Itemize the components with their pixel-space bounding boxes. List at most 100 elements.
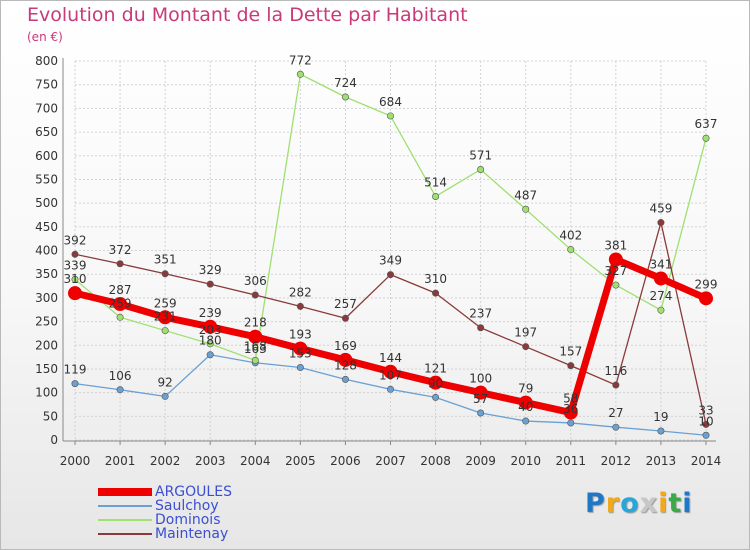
data-point-argoules — [68, 286, 82, 301]
data-label-argoules: 341 — [649, 257, 672, 271]
data-point-maintenay — [71, 250, 79, 258]
x-tick-label: 2003 — [195, 454, 226, 468]
y-tick-label: 50 — [43, 409, 58, 423]
data-label-saulchoy: 163 — [244, 342, 267, 356]
data-point-dominois — [522, 205, 530, 213]
logo-letter: i — [682, 488, 693, 519]
data-label-dominois: 339 — [64, 258, 87, 272]
data-point-dominois — [477, 165, 485, 173]
logo-letter: i — [658, 488, 669, 519]
data-point-maintenay — [206, 280, 214, 288]
y-tick-label: 200 — [35, 338, 58, 352]
y-tick-label: 500 — [35, 196, 58, 210]
y-tick-label: 650 — [35, 125, 58, 139]
data-label-argoules: 79 — [518, 382, 533, 396]
data-label-dominois: 724 — [334, 76, 357, 90]
data-point-dominois — [296, 70, 304, 78]
data-point-dominois — [432, 192, 440, 200]
data-point-argoules — [383, 364, 398, 379]
data-label-saulchoy: 19 — [653, 410, 668, 424]
data-point-saulchoy — [657, 427, 665, 435]
y-tick-label: 350 — [35, 267, 58, 281]
data-label-dominois: 571 — [469, 148, 492, 162]
y-tick-label: 250 — [35, 315, 58, 329]
data-point-saulchoy — [702, 431, 710, 439]
data-label-maintenay: 351 — [154, 253, 177, 267]
y-tick-label: 550 — [35, 172, 58, 186]
data-point-argoules — [293, 341, 308, 356]
data-point-saulchoy — [522, 417, 530, 425]
data-label-dominois: 259 — [109, 296, 132, 310]
data-point-maintenay — [432, 289, 440, 297]
data-point-maintenay — [251, 291, 259, 299]
data-label-argoules: 100 — [469, 372, 492, 386]
data-point-dominois — [161, 327, 169, 335]
data-point-dominois — [386, 112, 394, 120]
data-point-argoules — [203, 319, 218, 334]
data-point-argoules — [608, 252, 623, 267]
data-point-dominois — [116, 313, 124, 321]
data-label-saulchoy: 27 — [608, 406, 623, 420]
data-point-argoules — [158, 310, 173, 325]
data-label-saulchoy: 180 — [199, 334, 222, 348]
data-label-argoules: 310 — [64, 272, 87, 286]
x-tick-label: 2006 — [330, 454, 361, 468]
x-tick-label: 2002 — [150, 454, 181, 468]
data-label-argoules: 239 — [199, 306, 222, 320]
data-point-maintenay — [341, 314, 349, 322]
data-label-maintenay: 392 — [64, 233, 87, 247]
data-label-dominois: 274 — [649, 289, 672, 303]
logo-letter: x — [639, 488, 659, 519]
data-label-argoules: 299 — [695, 277, 718, 291]
data-point-saulchoy — [296, 364, 304, 372]
logo-letter: t — [668, 488, 683, 519]
y-tick-label: 150 — [35, 362, 58, 376]
y-tick-label: 700 — [35, 101, 58, 115]
data-point-dominois — [702, 134, 710, 142]
data-point-dominois — [612, 281, 620, 289]
x-tick-label: 2010 — [510, 454, 541, 468]
data-label-saulchoy: 90 — [428, 376, 443, 390]
data-label-maintenay: 372 — [109, 243, 132, 257]
data-label-saulchoy: 106 — [109, 369, 132, 383]
data-label-saulchoy: 153 — [289, 347, 312, 361]
data-point-argoules — [248, 329, 263, 344]
data-point-maintenay — [567, 362, 575, 370]
data-label-saulchoy: 119 — [64, 363, 87, 377]
data-label-maintenay: 282 — [289, 285, 312, 299]
data-label-saulchoy: 40 — [518, 400, 533, 414]
x-tick-label: 2000 — [60, 454, 91, 468]
x-tick-label: 2012 — [601, 454, 632, 468]
y-tick-label: 750 — [35, 78, 58, 92]
data-point-argoules — [113, 297, 128, 312]
logo-letter: r — [605, 488, 621, 519]
data-label-maintenay: 349 — [379, 254, 402, 268]
data-label-argoules: 193 — [289, 328, 312, 342]
legend-label: Saulchoy — [155, 498, 219, 514]
data-label-maintenay: 237 — [469, 307, 492, 321]
data-point-maintenay — [161, 270, 169, 278]
data-point-dominois — [206, 340, 214, 348]
data-point-argoules — [518, 395, 533, 410]
data-label-dominois: 402 — [559, 229, 582, 243]
data-label-maintenay: 459 — [649, 202, 672, 216]
data-point-saulchoy — [341, 375, 349, 383]
x-tick-label: 2008 — [420, 454, 451, 468]
data-point-maintenay — [116, 260, 124, 268]
data-point-maintenay — [386, 271, 394, 279]
data-point-saulchoy — [206, 351, 214, 359]
data-label-maintenay: 257 — [334, 297, 357, 311]
chart-title: Evolution du Montant de la Dette par Hab… — [27, 4, 468, 26]
data-point-argoules — [563, 405, 578, 420]
x-tick-label: 2007 — [375, 454, 406, 468]
data-point-saulchoy — [386, 385, 394, 393]
data-point-saulchoy — [612, 423, 620, 431]
x-tick-label: 2014 — [691, 454, 722, 468]
y-tick-label: 400 — [35, 244, 58, 258]
data-point-maintenay — [522, 343, 530, 351]
y-tick-label: 800 — [35, 54, 58, 68]
data-point-saulchoy — [567, 419, 575, 427]
data-label-argoules: 58 — [563, 392, 578, 406]
